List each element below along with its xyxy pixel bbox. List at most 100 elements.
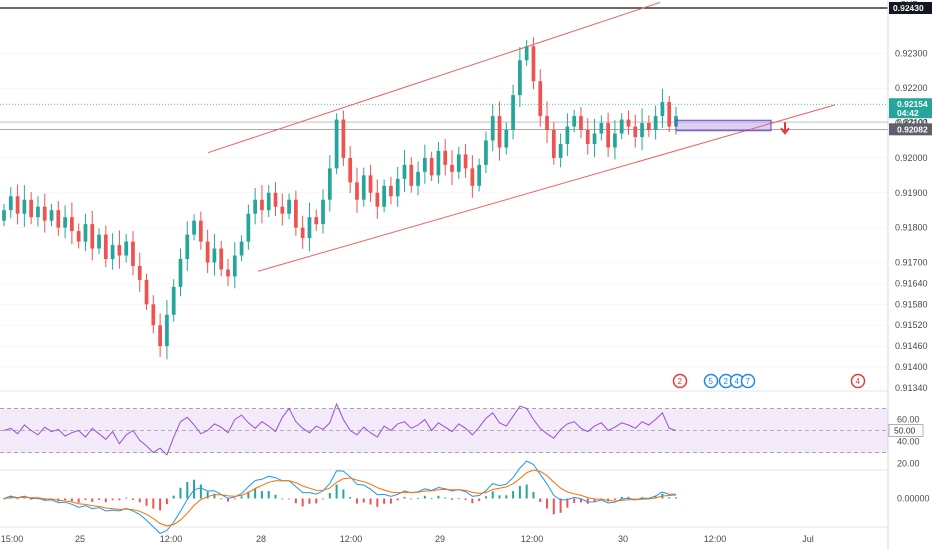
candle-body	[443, 150, 448, 165]
candle	[395, 166, 400, 207]
level-price-label: 0.92103	[897, 117, 928, 127]
candle-body	[117, 245, 122, 256]
candle-body	[97, 234, 101, 249]
macd-histogram-bar	[607, 498, 610, 502]
price-tick-label: 0.91460	[895, 341, 928, 351]
price-panel[interactable]	[0, 1, 888, 389]
macd-histogram-bar	[152, 498, 155, 509]
candle-body	[470, 168, 475, 186]
macd-histogram-bar	[227, 498, 229, 502]
target-zone-box[interactable]	[675, 119, 772, 132]
event-icon[interactable]: 2	[672, 373, 688, 389]
macd-histogram-bar	[559, 498, 562, 513]
candle-body	[29, 199, 34, 218]
time-tick-label: 12:00	[521, 534, 544, 544]
event-icon[interactable]: 4	[850, 373, 866, 389]
event-icon[interactable]: 7	[740, 373, 756, 389]
rsi-line[interactable]	[3, 402, 677, 456]
candle	[504, 122, 509, 155]
macd-histogram-bar	[464, 498, 467, 500]
candle-body	[70, 217, 74, 232]
candle	[368, 164, 373, 203]
channel-upper-line[interactable]	[207, 1, 661, 154]
candle	[8, 187, 13, 219]
candle-body	[368, 175, 373, 193]
macd-histogram-bar	[23, 497, 26, 499]
candle-body	[667, 102, 672, 127]
candle-body	[185, 234, 190, 260]
candle	[409, 157, 414, 193]
candle	[253, 187, 258, 225]
candle	[97, 228, 101, 255]
price-tick-label: 0.91580	[895, 299, 928, 309]
macd-histogram-bar	[308, 498, 311, 504]
candle	[579, 107, 583, 139]
rsi-panel[interactable]	[0, 402, 888, 456]
channel-lower-line[interactable]	[257, 104, 836, 272]
candle-body	[76, 231, 81, 242]
prev-price-label: 0.92082	[897, 124, 928, 134]
candle	[524, 40, 529, 66]
candle	[219, 240, 224, 277]
price-tick-label: 0.92200	[895, 83, 928, 93]
macd-histogram-bar	[552, 498, 555, 515]
macd-histogram-bar	[98, 498, 101, 500]
candle-body	[90, 224, 95, 249]
candle	[416, 161, 420, 196]
tag-bg	[889, 2, 932, 14]
candle-body	[490, 116, 495, 141]
macd-histogram-bar	[70, 498, 73, 502]
candle	[110, 233, 115, 270]
current-price-label: 0.92154	[897, 99, 928, 109]
macd-histogram-bar	[274, 494, 277, 499]
candle-body	[429, 157, 434, 176]
time-axis[interactable]: 15:00 25 12:00 28 12:00 29 12:00 30 12:00 Jul	[1, 534, 814, 544]
candle	[70, 202, 74, 245]
macd-histogram-bar	[186, 481, 189, 499]
candle-body	[178, 259, 183, 287]
candle	[83, 213, 88, 251]
macd-axis: 0.00000	[897, 494, 930, 504]
candle	[382, 179, 386, 213]
macd-panel[interactable]	[3, 460, 677, 535]
candle	[2, 203, 6, 227]
candle	[667, 95, 672, 133]
event-label: 2	[724, 377, 729, 386]
macd-histogram-bar	[593, 498, 596, 502]
candle-body	[8, 196, 13, 211]
candle-body	[382, 185, 386, 207]
candle	[321, 189, 325, 234]
candle-body	[300, 227, 305, 239]
candle-body	[477, 164, 482, 186]
event-icon[interactable]: 5	[703, 373, 719, 389]
resistance-price-tag: 0.92430	[889, 2, 932, 14]
candle-body	[355, 182, 359, 200]
candle-body	[361, 175, 366, 200]
candle	[477, 158, 482, 192]
candle	[165, 300, 169, 360]
time-tick-label: 25	[75, 534, 85, 544]
candle	[15, 184, 20, 225]
candle	[565, 113, 570, 156]
candle-body	[327, 168, 332, 200]
candle-body	[646, 123, 651, 131]
macd-signal-line[interactable]	[3, 469, 677, 527]
candle-body	[599, 123, 604, 134]
price-axis[interactable]: 0.92300 0.92200 0.92100 0.92000 0.91900 0.918…	[895, 48, 928, 393]
candle-body	[606, 123, 610, 148]
macd-histogram-bar	[213, 493, 216, 499]
candle	[653, 105, 658, 140]
macd-histogram-bar	[396, 498, 399, 501]
candle-body	[551, 130, 556, 158]
macd-histogram-bar	[362, 498, 365, 503]
macd-histogram-bar	[179, 487, 182, 499]
macd-histogram-bar	[620, 496, 623, 499]
event-label: 2	[678, 377, 683, 386]
candle	[36, 196, 40, 227]
macd-line[interactable]	[3, 460, 677, 535]
macd-histogram-bar	[301, 498, 304, 507]
event-circle	[850, 373, 866, 389]
